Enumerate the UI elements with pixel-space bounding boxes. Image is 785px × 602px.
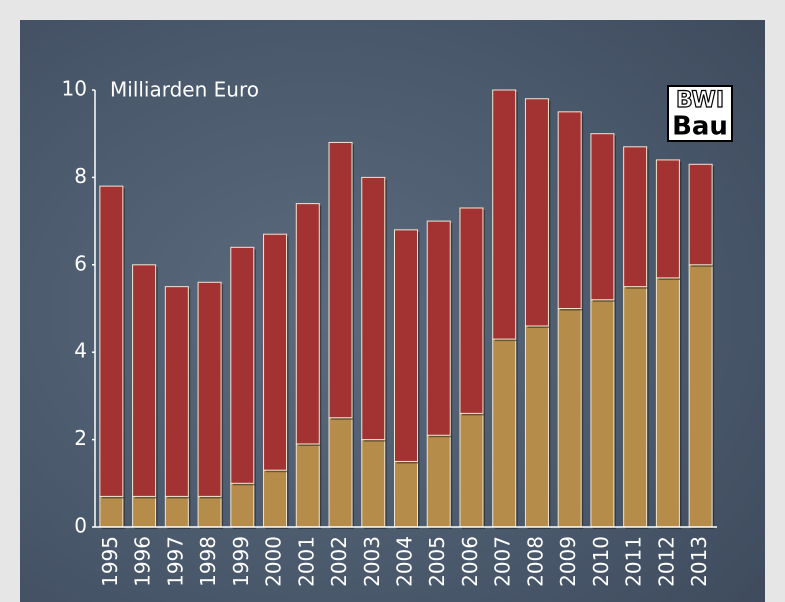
bar-segment <box>132 495 157 528</box>
bar-segment <box>459 412 484 528</box>
axis-label: Milliarden Euro <box>110 78 259 102</box>
bar-segment <box>295 203 320 445</box>
bar-segment <box>295 443 320 528</box>
x-tick-label: 2006 <box>458 536 482 587</box>
bar-segment <box>197 281 222 497</box>
y-tick-label: 10 <box>62 77 87 101</box>
bar-segment <box>361 439 386 528</box>
panel <box>20 20 765 602</box>
y-tick-label: 0 <box>74 514 87 538</box>
bar-segment <box>361 176 386 441</box>
bar-segment <box>492 89 517 340</box>
bar-segment <box>263 233 288 471</box>
x-tick-label: 2000 <box>262 536 286 587</box>
bar-segment <box>263 469 288 528</box>
y-tick-label: 2 <box>74 426 87 450</box>
bar-segment <box>164 495 189 528</box>
x-tick-label: 1997 <box>163 536 187 587</box>
x-tick-label: 2012 <box>654 536 678 587</box>
bar-segment <box>459 207 484 414</box>
bar-segment <box>164 286 189 497</box>
x-tick-label: 2007 <box>491 536 515 587</box>
bar-segment <box>655 277 680 528</box>
bar-segment <box>99 495 124 528</box>
logo-line2: Bau <box>672 112 728 142</box>
x-tick-label: 1995 <box>98 536 122 587</box>
x-tick-label: 2003 <box>360 536 384 587</box>
bar-segment <box>394 229 418 462</box>
bar-segment <box>230 246 255 484</box>
logo: BWI Bau <box>667 85 733 142</box>
bar-segment <box>492 338 517 528</box>
bar-segment <box>99 185 124 497</box>
bar-segment <box>426 220 451 436</box>
x-tick-label: 2009 <box>556 536 580 587</box>
bar-segment <box>394 460 418 528</box>
x-tick-label: 2004 <box>393 536 417 587</box>
y-tick-label: 4 <box>74 339 87 363</box>
bar-segment <box>230 482 255 528</box>
bar-segment <box>328 417 353 528</box>
bar-segment <box>623 286 648 528</box>
bar-segment <box>132 264 157 497</box>
x-tick-label: 2005 <box>425 536 449 587</box>
x-tick-label: 1998 <box>196 536 220 587</box>
x-tick-label: 2011 <box>622 536 646 587</box>
bar-segment <box>524 325 549 528</box>
bar-segment <box>557 308 582 528</box>
x-tick-label: 2010 <box>589 536 613 587</box>
bar-segment <box>590 299 615 528</box>
y-tick-label: 6 <box>74 251 87 275</box>
bar-segment <box>328 141 353 419</box>
bar-segment <box>655 159 680 279</box>
logo-box <box>667 85 733 142</box>
x-tick-label: 2001 <box>294 536 318 587</box>
logo-line1: BWI <box>676 88 724 113</box>
x-tick-label: 1999 <box>229 536 253 587</box>
bar-segment <box>197 495 222 528</box>
bar-segment <box>688 264 713 528</box>
x-tick-label: 2008 <box>523 536 547 587</box>
bar-segment <box>688 163 713 266</box>
bar-segment <box>590 133 615 301</box>
x-tick-label: 2002 <box>327 536 351 587</box>
x-tick-label: 2013 <box>687 536 711 587</box>
bar-segment <box>426 434 451 528</box>
bar-segment <box>557 111 582 309</box>
x-tick-label: 1996 <box>131 536 155 587</box>
y-tick-label: 8 <box>74 164 87 188</box>
bar-segment <box>623 146 648 288</box>
bar-segment <box>524 98 549 327</box>
